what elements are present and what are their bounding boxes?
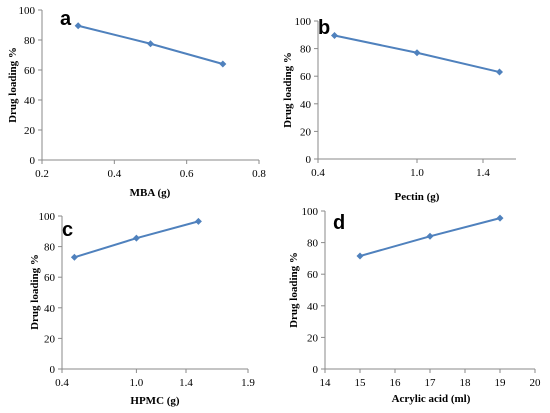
y-tick-label: 60 — [300, 71, 312, 83]
y-tick-label: 80 — [307, 238, 319, 250]
chart-panel-a: 0 20 40 60 80 100 0.2 0.4 0.6 0.8 MBA (g) Drug load… — [7, 5, 266, 199]
y-tick-label: 100 — [302, 206, 319, 218]
panel-letter: d — [333, 212, 345, 234]
y-tick-label: 100 — [295, 16, 312, 28]
data-point — [356, 252, 364, 260]
panel-letter: c — [62, 219, 73, 241]
y-axis-label: Drug loading % — [282, 52, 294, 128]
y-tick-label: 20 — [300, 126, 312, 138]
data-point — [496, 68, 503, 76]
y-tick-label: 0 — [306, 154, 312, 166]
x-tick-label: 0.4 — [107, 168, 121, 180]
y-tick-label: 20 — [307, 332, 319, 344]
panel-letter: a — [60, 8, 72, 30]
x-tick-label: 0.2 — [35, 168, 49, 180]
y-tick-label: 100 — [39, 211, 56, 223]
chart-panel-b: 0 20 40 60 80 100 0.4 1.0 1.4 Pectin (g) Drug load… — [282, 16, 516, 203]
x-tick-label: 1.4 — [476, 167, 490, 179]
data-point — [219, 60, 227, 68]
x-tick-label: 1.0 — [130, 377, 144, 389]
x-tick-label: 20 — [530, 377, 542, 389]
y-axis-label: Drug loading % — [7, 47, 19, 123]
x-tick-label: 16 — [390, 377, 402, 389]
x-tick-label: 1.9 — [241, 377, 255, 389]
y-tick-label: 0 — [30, 155, 36, 167]
x-axis-label: Acrylic acid (ml) — [392, 393, 471, 405]
data-point — [132, 234, 140, 242]
y-tick-label: 80 — [24, 35, 36, 47]
y-axis-label: Drug loading % — [29, 254, 41, 330]
y-tick-label: 60 — [307, 269, 319, 281]
x-tick-label: 1.0 — [410, 167, 424, 179]
data-point — [331, 31, 338, 39]
y-tick-label: 40 — [24, 95, 36, 107]
y-tick-label: 20 — [44, 333, 56, 345]
y-tick-label: 20 — [24, 125, 36, 137]
x-axis-label: MBA (g) — [130, 187, 171, 199]
x-axis-label: HPMC (g) — [130, 395, 180, 407]
data-point — [194, 217, 202, 225]
x-tick-label: 19 — [495, 377, 507, 389]
x-tick-label: 18 — [460, 377, 472, 389]
chart-panel-c: 0 20 40 60 80 100 0.4 1.0 1.4 1.9 HPMC (g) Drug loa… — [29, 211, 255, 407]
y-tick-label: 80 — [44, 242, 56, 254]
x-tick-label: 14 — [320, 377, 332, 389]
data-point — [426, 232, 434, 240]
y-tick-label: 0 — [50, 364, 56, 376]
x-tick-label: 0.4 — [55, 377, 69, 389]
y-tick-label: 60 — [24, 65, 36, 77]
data-point — [496, 214, 504, 222]
x-tick-label: 0.4 — [311, 167, 325, 179]
x-axis-label: Pectin (g) — [395, 191, 440, 203]
x-tick-label: 15 — [355, 377, 367, 389]
y-tick-label: 60 — [44, 272, 56, 284]
x-tick-label: 0.6 — [180, 168, 194, 180]
data-point — [70, 253, 78, 261]
y-tick-label: 0 — [313, 364, 319, 376]
chart-panel-d: 0 20 40 60 80 100 14 15 16 17 18 19 20 Acrylic acid (… — [288, 206, 541, 405]
y-axis-label: Drug loading % — [288, 252, 300, 328]
x-tick-label: 17 — [425, 377, 437, 389]
y-tick-label: 80 — [300, 44, 312, 56]
x-tick-label: 0.8 — [252, 168, 266, 180]
data-point — [147, 40, 154, 48]
panel-letter: b — [318, 17, 330, 39]
y-tick-label: 40 — [44, 303, 56, 315]
data-point — [74, 22, 82, 30]
x-tick-label: 1.4 — [179, 377, 193, 389]
data-point — [413, 49, 421, 57]
y-tick-label: 40 — [300, 99, 312, 111]
y-tick-label: 100 — [19, 5, 36, 17]
y-tick-label: 40 — [307, 301, 319, 313]
